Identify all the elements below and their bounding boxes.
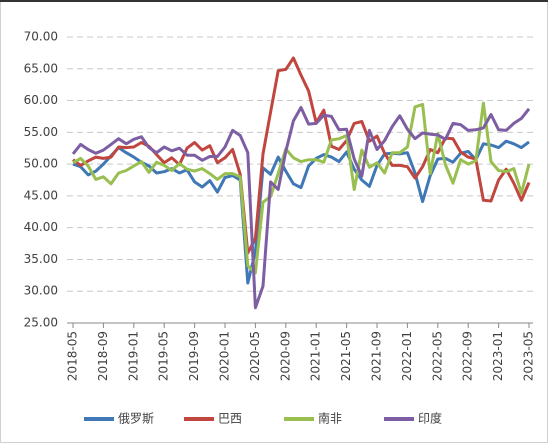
x-tick-label: 2022-09 <box>461 331 475 381</box>
y-tick-label: 30.00 <box>24 284 58 298</box>
x-tick-label: 2018-05 <box>66 331 80 381</box>
legend-label: 俄罗斯 <box>118 412 154 426</box>
x-tick-label: 2020-01 <box>218 331 232 381</box>
x-tick-label: 2021-05 <box>339 331 353 381</box>
x-tick-label: 2020-09 <box>278 331 292 381</box>
x-tick-label: 2023-01 <box>491 331 505 381</box>
legend-label: 印度 <box>418 411 442 426</box>
x-tick-label: 2019-09 <box>187 331 201 381</box>
x-tick-label: 2022-01 <box>400 331 414 381</box>
y-tick-label: 50.00 <box>24 157 58 171</box>
y-tick-label: 65.00 <box>24 61 58 75</box>
series-line <box>71 106 531 310</box>
x-tick-label: 2021-09 <box>370 331 384 381</box>
x-tick-label: 2020-05 <box>248 331 262 381</box>
y-tick-label: 25.00 <box>24 316 58 330</box>
legend-label: 巴西 <box>218 412 242 426</box>
y-tick-label: 55.00 <box>24 125 58 139</box>
y-tick-label: 70.00 <box>24 30 58 44</box>
y-tick-label: 35.00 <box>24 252 58 266</box>
y-tick-label: 45.00 <box>24 188 58 202</box>
y-tick-label: 40.00 <box>24 220 58 234</box>
x-tick-label: 2023-05 <box>522 331 536 381</box>
x-tick-label: 2021-01 <box>309 331 323 381</box>
series-line <box>72 101 531 275</box>
series-line <box>72 139 530 285</box>
x-tick-label: 2019-05 <box>157 331 171 381</box>
legend-label: 南非 <box>318 411 342 426</box>
x-tick-label: 2019-01 <box>126 331 140 381</box>
x-tick-label: 2022-05 <box>430 331 444 381</box>
x-tick-label: 2018-09 <box>96 331 110 381</box>
y-tick-label: 60.00 <box>24 93 58 107</box>
